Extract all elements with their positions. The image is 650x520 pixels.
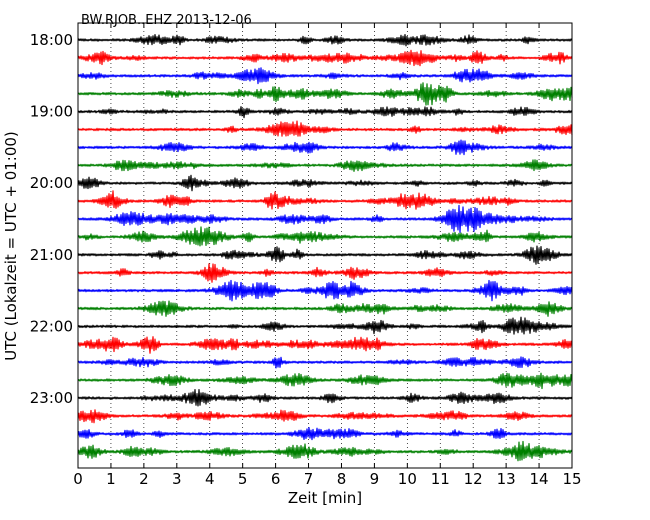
x-axis: 0 1 2 3 4 5 6 7 8 9 10 11 12 13 14 15	[73, 23, 582, 488]
trace-line	[77, 67, 573, 85]
x-tick-label: 5	[238, 470, 248, 488]
y-axis: 18:00 19:00 20:00 21:00 22:00 23:00	[30, 31, 572, 407]
trace-line	[77, 279, 573, 302]
plot-frame	[77, 22, 573, 469]
y-tick-label: 19:00	[30, 103, 73, 121]
trace-line	[77, 316, 573, 335]
trace-line	[77, 372, 573, 390]
trace-line	[77, 356, 573, 369]
x-tick-label: 11	[431, 470, 450, 488]
trace-line	[77, 174, 573, 192]
trace-line	[77, 263, 573, 283]
x-tick-label: 4	[205, 470, 215, 488]
x-tick-label: 7	[304, 470, 314, 488]
x-axis-title: Zeit [min]	[288, 489, 362, 507]
trace-line	[77, 204, 573, 233]
trace-line	[77, 82, 573, 106]
y-tick-label: 21:00	[30, 246, 73, 264]
x-tick-label: 15	[562, 470, 581, 488]
x-tick-label: 6	[271, 470, 281, 488]
trace-line	[77, 300, 573, 317]
vertical-grid	[110, 23, 540, 468]
trace-line	[77, 409, 573, 424]
trace-line	[77, 388, 573, 407]
x-tick-label: 1	[106, 470, 116, 488]
x-tick-label: 14	[530, 470, 549, 488]
trace-line	[77, 226, 573, 247]
y-axis-title: UTC (Lokalzeit = UTC + 01:00)	[2, 131, 20, 361]
x-tick-label: 3	[172, 470, 182, 488]
x-tick-label: 9	[370, 470, 380, 488]
x-tick-label: 8	[337, 470, 347, 488]
trace-line	[77, 49, 573, 67]
y-tick-label: 18:00	[30, 31, 73, 49]
x-tick-label: 13	[497, 470, 516, 488]
trace-line	[77, 426, 573, 441]
trace-line	[77, 106, 573, 119]
x-tick-label: 0	[73, 470, 83, 488]
x-tick-label: 2	[139, 470, 149, 488]
trace-line	[77, 440, 573, 462]
trace-line	[77, 159, 573, 172]
trace-layer	[77, 33, 573, 462]
y-tick-label: 23:00	[30, 389, 73, 407]
trace-line	[77, 120, 573, 137]
trace-line	[77, 245, 573, 265]
x-tick-label: 10	[398, 470, 417, 488]
y-tick-label: 20:00	[30, 174, 73, 192]
trace-line	[77, 190, 573, 210]
chart-title: BW.RJOB..EHZ 2013-12-06	[81, 13, 252, 28]
trace-line	[77, 33, 573, 47]
y-tick-label: 22:00	[30, 317, 73, 335]
x-tick-label: 12	[464, 470, 483, 488]
trace-line	[77, 336, 573, 354]
trace-line	[77, 139, 573, 156]
